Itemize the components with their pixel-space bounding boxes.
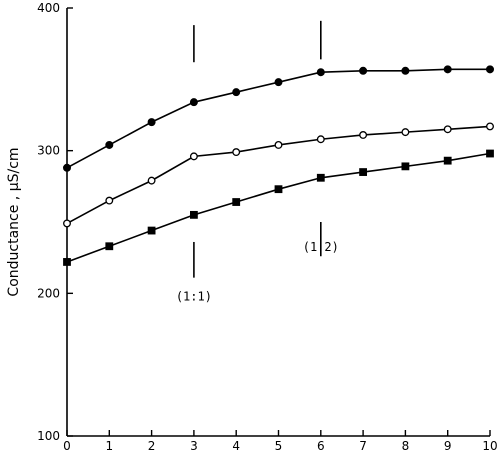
x-tick-label: 1: [105, 439, 113, 452]
x-tick-label: 2: [148, 439, 156, 452]
x-tick-label: 7: [359, 439, 367, 452]
data-point-square: [401, 162, 410, 171]
data-point-open-circle: [401, 128, 410, 137]
data-point-square: [147, 226, 156, 235]
data-point-open-circle: [443, 125, 452, 134]
x-tick-label: 5: [275, 439, 283, 452]
data-point-open-circle: [486, 122, 494, 131]
annotation-label: (1:2): [303, 240, 339, 254]
annotation-label: (1:1): [176, 290, 212, 304]
series-line-3: [66, 152, 491, 263]
y-axis-label: Conductance , µS/cm: [6, 147, 22, 296]
data-point-square: [105, 242, 114, 251]
data-point-open-circle: [147, 176, 156, 185]
data-point-open-circle: [189, 152, 198, 161]
data-point-square: [232, 198, 241, 206]
x-ticks: 0 1 2 3 4 5 6 7 8 9 10: [63, 430, 498, 452]
data-point-square: [63, 258, 71, 266]
data-point-open-circle: [105, 196, 114, 205]
data-point-square: [274, 185, 283, 194]
data-point-square: [190, 210, 198, 219]
data-point-square: [486, 149, 494, 158]
data-point-open-circle: [63, 219, 71, 228]
x-tick-label: 4: [232, 439, 240, 452]
data-point-filled-circle: [316, 68, 325, 77]
y-tick-label: 400: [37, 1, 60, 15]
x-tick-label: 3: [190, 439, 198, 452]
data-point-open-circle: [359, 131, 368, 139]
series-layer: [63, 65, 494, 266]
y-tick-label: 200: [37, 286, 60, 300]
data-point-filled-circle: [401, 66, 410, 75]
data-point-filled-circle: [189, 98, 198, 107]
data-point-filled-circle: [63, 163, 71, 172]
data-point-open-circle: [316, 135, 325, 144]
data-point-filled-circle: [232, 88, 241, 97]
series-line-2: [66, 125, 491, 225]
data-point-filled-circle: [359, 66, 368, 75]
x-tick-label: 10: [482, 439, 497, 452]
data-point-square: [443, 156, 452, 165]
data-point-filled-circle: [105, 140, 114, 149]
plot-area: 100 200 300 400 0 1 2 3 4 5 6 7 8 9 10 (1:1) (1:2): [37, 1, 498, 452]
x-tick-label: 6: [317, 439, 325, 452]
data-point-square: [359, 168, 368, 176]
x-tick-label: 8: [402, 439, 410, 452]
x-tick-label: 9: [444, 439, 452, 452]
annotation-layer: (1:1) (1:2): [176, 20, 339, 304]
data-point-open-circle: [232, 148, 241, 157]
y-tick-label: 100: [37, 429, 60, 443]
data-point-open-circle: [274, 141, 283, 149]
data-point-square: [316, 173, 325, 182]
data-point-filled-circle: [147, 118, 156, 127]
y-tick-label: 300: [37, 144, 60, 158]
data-point-filled-circle: [274, 78, 283, 87]
data-point-filled-circle: [443, 65, 452, 74]
data-point-filled-circle: [486, 65, 494, 74]
y-ticks: 100 200 300 400: [37, 1, 73, 443]
x-tick-label: 0: [63, 439, 71, 452]
